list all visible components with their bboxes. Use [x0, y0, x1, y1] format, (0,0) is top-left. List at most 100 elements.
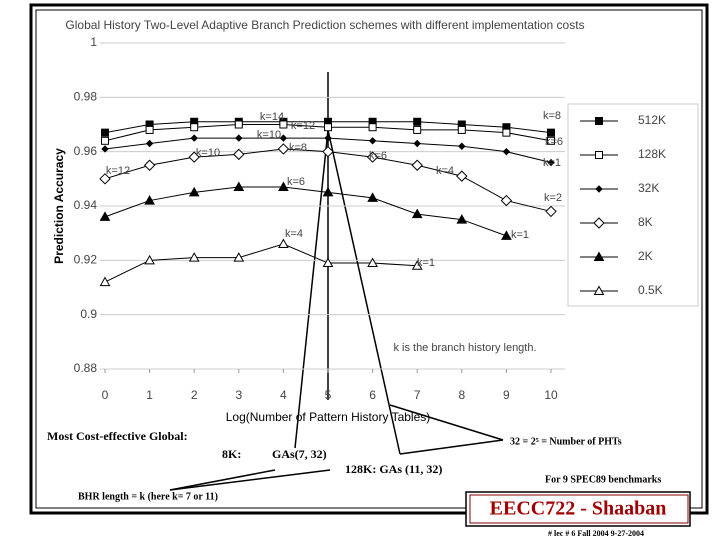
data-point [144, 254, 155, 265]
x-tick-label: 4 [280, 388, 287, 402]
data-point [99, 211, 111, 221]
data-point [101, 145, 109, 153]
legend-label: 0.5K [638, 283, 663, 297]
annotation: k=10 [257, 129, 281, 141]
x-tick-label: 6 [369, 388, 376, 402]
footer-title: EECC722 - Shaaban [490, 498, 667, 520]
bhr-note: BHR length = k (here k= 7 or 11) [78, 491, 218, 502]
data-point [547, 136, 555, 145]
legend-label: 128K [638, 147, 666, 161]
data-point [368, 123, 377, 132]
data-point [368, 137, 377, 145]
series-line [104, 243, 418, 283]
data-point [188, 151, 200, 163]
gas-8k: GAs(7, 32) [272, 447, 327, 461]
legend-marker [595, 151, 603, 159]
x-axis-label: Log(Number of Pattern History Tables) [226, 410, 431, 424]
data-point [277, 143, 290, 155]
annotation: k is the branch history length. [393, 342, 536, 354]
slide-inner-border [35, 9, 703, 509]
y-tick-label: 0.94 [74, 198, 98, 212]
data-point [279, 134, 288, 142]
x-tick-label: 2 [191, 388, 198, 402]
annotation: k=8 [543, 110, 561, 122]
annotation: k=4 [285, 228, 303, 240]
y-tick-label: 0.96 [74, 144, 98, 158]
legend-label: 8K [638, 215, 653, 229]
data-point [501, 230, 512, 240]
data-point [411, 208, 423, 219]
x-tick-label: 1 [146, 388, 153, 402]
data-point [413, 139, 421, 148]
data-point [278, 238, 289, 249]
data-point [411, 159, 423, 171]
legend-marker [595, 117, 603, 125]
legend-marker [593, 217, 605, 229]
annotation: k=12 [106, 165, 130, 177]
x-tick-label: 5 [325, 388, 332, 402]
x-tick-label: 8 [458, 388, 465, 402]
data-point [456, 214, 468, 224]
legend-marker [593, 285, 605, 295]
data-point [235, 134, 243, 142]
data-point [145, 139, 154, 148]
chart-title: Global History Two-Level Adaptive Branch… [65, 18, 584, 32]
data-point [502, 128, 511, 137]
data-point [367, 257, 378, 268]
data-point [233, 181, 245, 191]
label-8k: 8K: [222, 447, 241, 461]
data-point [502, 147, 511, 156]
annotation: k=1 [417, 257, 435, 269]
data-point [279, 120, 288, 129]
data-point [457, 125, 466, 134]
data-point [190, 123, 199, 132]
annotation: k=1 [543, 157, 561, 169]
annotation: k=14 [260, 111, 284, 123]
data-point [234, 120, 243, 129]
y-tick-label: 1 [90, 35, 97, 49]
y-tick-label: 0.9 [80, 307, 97, 321]
data-point [188, 186, 200, 197]
legend-marker [595, 185, 603, 193]
data-point [413, 125, 422, 134]
data-point [233, 252, 245, 262]
legend-marker [593, 251, 605, 261]
annotation: k=6 [287, 176, 305, 188]
data-point [99, 173, 111, 185]
annotation: k=6 [369, 150, 387, 162]
annotation: k=6 [545, 136, 563, 148]
data-point [322, 186, 334, 197]
data-point [101, 136, 109, 145]
footer-inner-box [469, 494, 689, 524]
pht-note: 32 = 2⁵ = Number of PHTs [510, 436, 622, 447]
data-point [190, 134, 198, 142]
data-point [278, 181, 289, 191]
x-tick-label: 3 [235, 388, 242, 402]
x-tick-label: 10 [544, 388, 558, 402]
x-tick-label: 9 [503, 388, 510, 402]
legend-label: 32K [638, 181, 659, 195]
footer-box [465, 491, 691, 527]
annotation: k=1 [511, 229, 529, 241]
y-tick-label: 0.88 [74, 361, 98, 375]
data-point [367, 192, 378, 202]
data-point [99, 276, 111, 287]
y-axis-label: Prediction Accuracy [52, 148, 66, 264]
data-point [456, 170, 468, 182]
annotation: k=4 [436, 165, 454, 177]
data-point [145, 125, 154, 134]
annotation: k=10 [196, 147, 220, 159]
data-point [545, 205, 557, 218]
data-point [411, 260, 423, 270]
legend-label: 512K [638, 113, 666, 127]
footer-info: # lec # 6 Fall 2004 9-27-2004 [548, 529, 644, 538]
annotation: k=2 [544, 192, 562, 204]
data-point [547, 158, 555, 167]
annotation: k=8 [289, 142, 307, 154]
legend-box [567, 103, 699, 307]
data-point [144, 195, 155, 205]
data-point [322, 257, 334, 268]
data-point [322, 145, 334, 158]
data-point [547, 128, 555, 137]
